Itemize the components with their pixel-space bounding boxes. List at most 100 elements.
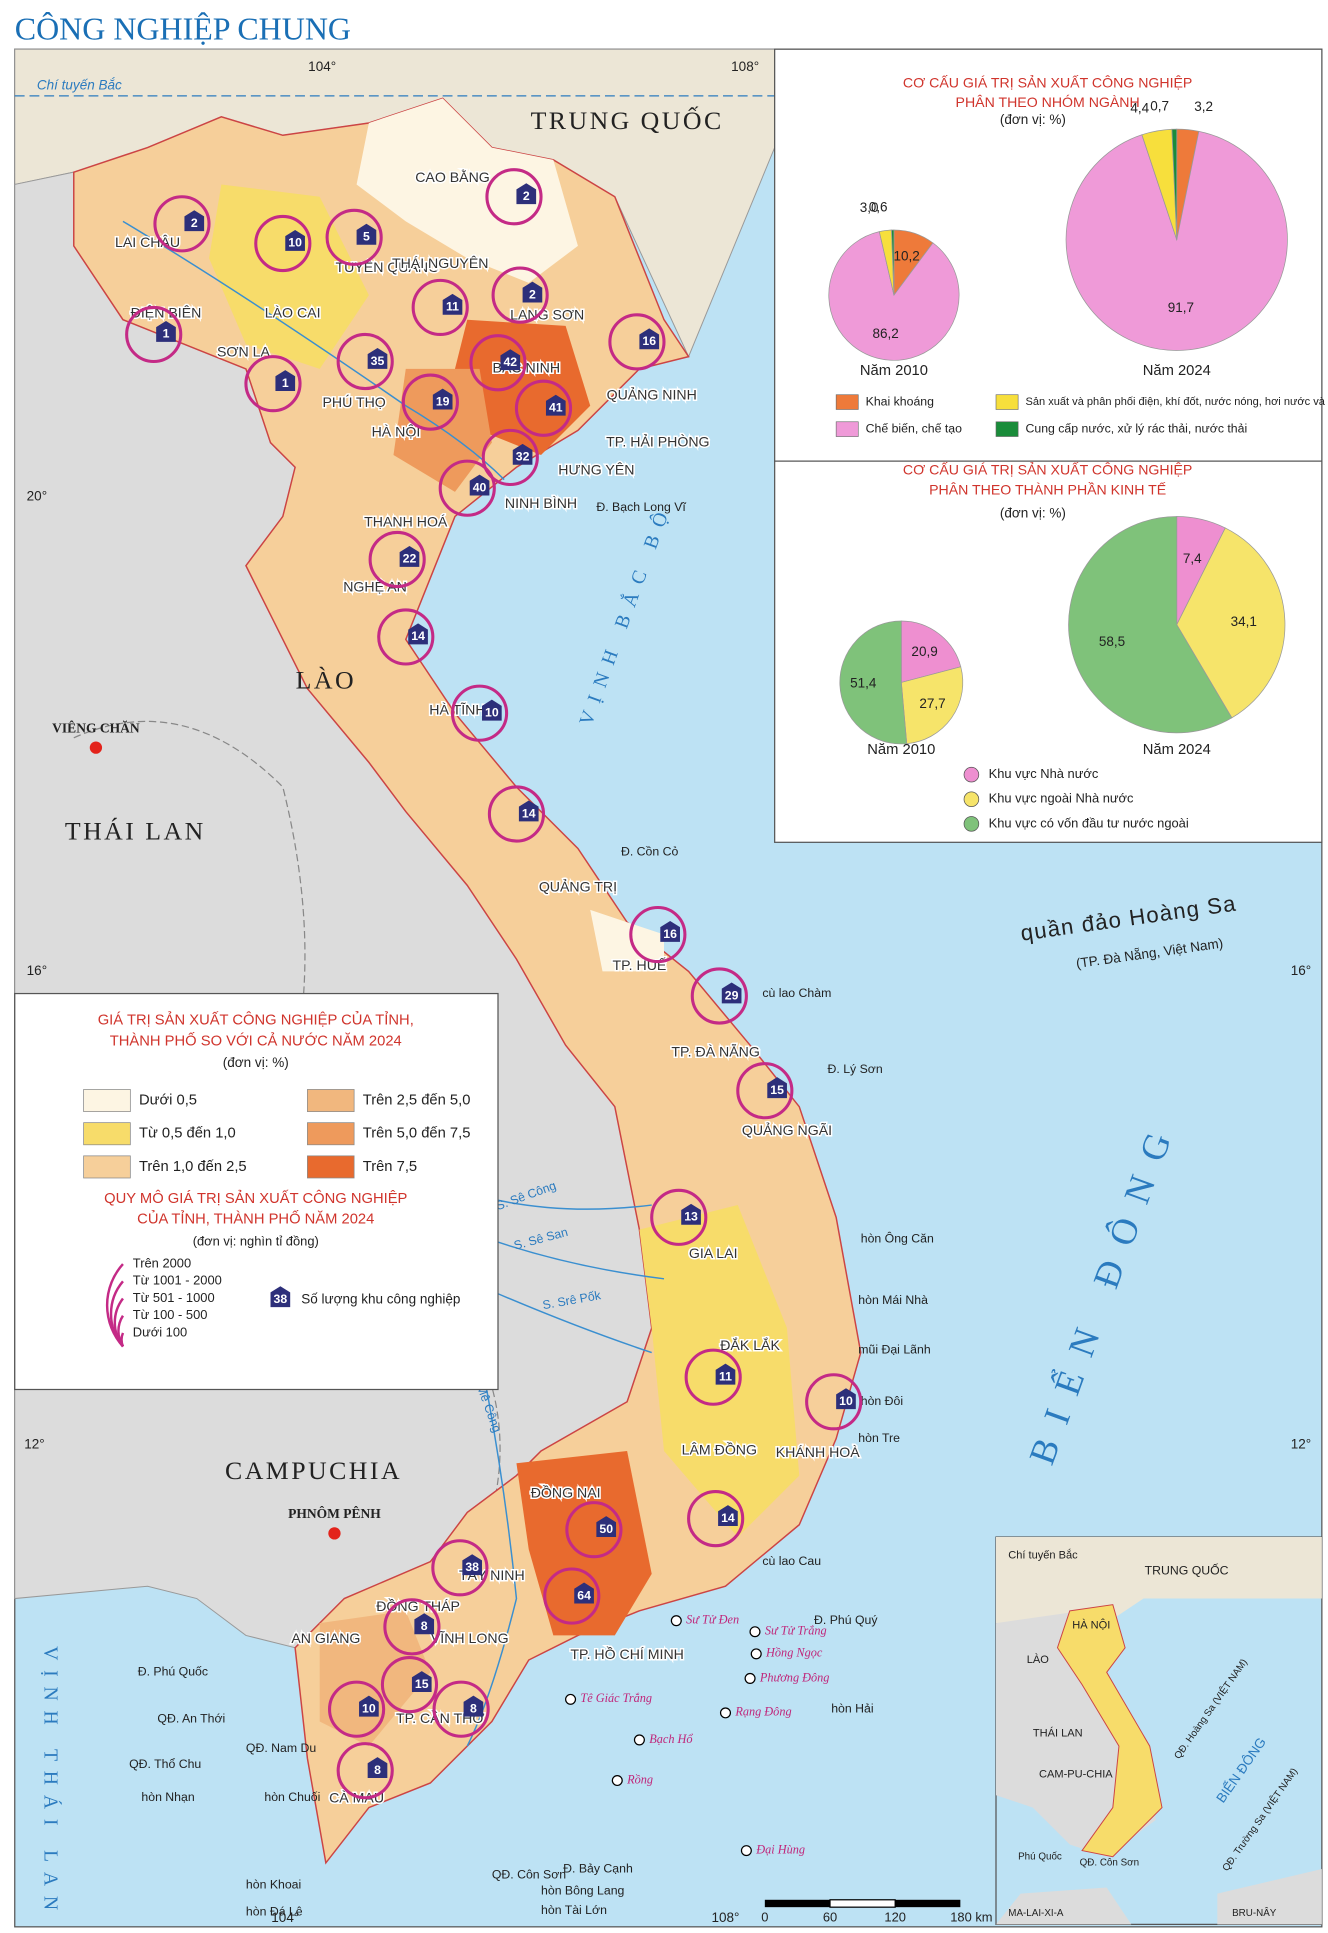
chart-title: CƠ CẤU GIÁ TRỊ SẢN XUẤT CÔNG NGHIỆP — [903, 462, 1192, 478]
zone-badge — [432, 388, 453, 410]
zone-count: 11 — [719, 1369, 732, 1383]
zone-badge — [367, 1757, 388, 1779]
scale-ring — [684, 1348, 742, 1406]
scale-ring — [431, 1539, 489, 1597]
province-label: NGHỆ AN — [343, 579, 407, 595]
class-swatch — [307, 1089, 355, 1112]
chart-unit: (đơn vị: %) — [1000, 506, 1066, 521]
coordinate-label: 104° — [308, 59, 336, 74]
island-label: hòn Đá Lê — [246, 1904, 303, 1918]
coordinate-label: 108° — [711, 1910, 739, 1925]
pie-slice — [1068, 516, 1233, 734]
zone-count: 40 — [473, 480, 487, 494]
province-label: HƯNG YÊN — [558, 462, 634, 478]
sea-label: VỊNH THÁI LAN — [40, 1646, 62, 1920]
province-label: HÀ NỘI — [372, 424, 421, 440]
province-label: HÀ TĨNH — [429, 701, 485, 717]
chart-title: PHÂN THEO NHÓM NGÀNH — [956, 94, 1140, 110]
legend-title: QUY MÔ GIÁ TRỊ SẢN XUẤT CÔNG NGHIỆP — [104, 1190, 407, 1207]
class-label: Trên 7,5 — [363, 1159, 417, 1175]
coordinate-label: 12° — [24, 1436, 44, 1451]
scale-arc — [120, 1332, 125, 1347]
country-label: LÀO — [296, 665, 356, 694]
zone-badge — [367, 347, 388, 369]
charts: CƠ CẤU GIÁ TRỊ SẢN XUẤT CÔNG NGHIỆP PHÂN … — [828, 74, 1328, 832]
zone-badge — [596, 1516, 617, 1538]
island-label: QĐ. Thổ Chu — [129, 1757, 201, 1771]
river — [122, 220, 505, 481]
class-label: Dưới 0,5 — [139, 1092, 197, 1108]
zone-badge — [836, 1388, 856, 1410]
province-label: TP. ĐÀ NẴNG — [671, 1043, 759, 1059]
zone-count: 5 — [363, 230, 370, 244]
scale-label: Từ 501 - 1000 — [133, 1290, 215, 1305]
oil-field-label: Sư Tử Trắng — [765, 1624, 827, 1638]
scale-ring — [481, 428, 539, 487]
scale-ring — [690, 967, 748, 1025]
coordinate-label: 12° — [1291, 1436, 1311, 1451]
province-label: ĐỒNG THÁP — [376, 1597, 460, 1614]
zone-badge — [414, 1613, 435, 1635]
province-label: QUẢNG TRỊ — [539, 879, 617, 895]
pie-year: Năm 2010 — [867, 742, 935, 758]
oil-field-label: Đại Hùng — [755, 1842, 805, 1856]
capital-label: VIÊNG CHĂN — [52, 719, 140, 735]
province-label: TP. HỒ CHÍ MINH — [570, 1645, 684, 1662]
pie-slice — [900, 620, 962, 683]
island-label: Đ. Cồn Cỏ — [621, 844, 679, 858]
zone-badge — [184, 210, 205, 232]
inset-vietnam — [1056, 1604, 1163, 1858]
pie-slice — [900, 666, 964, 745]
legend-label: Khai khoáng — [866, 394, 934, 408]
country-label: TRUNG QUỐC — [531, 106, 724, 135]
scale-ring — [514, 379, 573, 437]
province-label: ĐIỆN BIÊN — [131, 304, 202, 320]
scale-label: Từ 100 - 500 — [133, 1307, 208, 1322]
island-label: hòn Ông Căn — [861, 1231, 934, 1246]
pie-year: Năm 2024 — [1143, 742, 1211, 758]
island-label: hòn Hải — [831, 1701, 873, 1715]
oil-field-marker — [670, 1615, 682, 1627]
zone-count: 2 — [529, 287, 536, 301]
oil-field-marker — [749, 1626, 761, 1638]
scale-ring — [543, 1567, 601, 1625]
island-label: QĐ. Nam Du — [246, 1741, 316, 1755]
class-swatch — [307, 1122, 355, 1146]
pie-slice — [891, 229, 895, 296]
zone-count: 2 — [191, 216, 198, 230]
scale-ring — [328, 1680, 386, 1738]
capital-marker — [89, 741, 103, 754]
island-label: Đ. Phú Quốc — [138, 1665, 208, 1679]
oil-field-marker — [744, 1672, 756, 1684]
province-label: LẠNG SƠN — [510, 307, 584, 323]
scale-label: Trên 2000 — [133, 1255, 191, 1270]
zone-badge — [156, 320, 176, 342]
inset-label: MA-LAI-XI-A — [1008, 1908, 1064, 1919]
scale-label: 0 — [761, 1910, 768, 1925]
island-label: hòn Tài Lớn — [541, 1903, 607, 1917]
scale-ring — [687, 1490, 745, 1548]
zone-count: 14 — [522, 806, 536, 820]
oil-field-marker — [740, 1845, 752, 1857]
scale-ring — [487, 785, 546, 843]
scale-ring — [450, 684, 509, 742]
inset-label: CAM-PU-CHIA — [1039, 1768, 1113, 1780]
zone-sample: 38 — [274, 1292, 288, 1306]
scale-label: Dưới 100 — [133, 1324, 187, 1339]
oil-field-marker — [750, 1648, 762, 1660]
country-label: CAMPUCHIA — [225, 1456, 402, 1485]
value-label: 51,4 — [850, 676, 877, 691]
province-label: ĐỒNG NAI — [531, 1484, 601, 1501]
coordinate-label: 16° — [27, 963, 47, 978]
zone-count: 10 — [288, 236, 302, 250]
legend-unit: (đơn vị: %) — [223, 1055, 289, 1070]
zone-count: 15 — [770, 1083, 784, 1097]
zone-badge — [411, 1671, 432, 1692]
zone-badge — [462, 1554, 483, 1576]
island-label: hòn Khoai — [246, 1877, 301, 1891]
zone-badge — [359, 1695, 379, 1717]
oil-field-label: Hồng Ngọc — [765, 1646, 823, 1660]
chart-unit: (đơn vị: %) — [1000, 112, 1066, 127]
oil-field-marker — [719, 1707, 732, 1719]
island-label: Đ. Bảy Cạnh — [563, 1861, 633, 1875]
